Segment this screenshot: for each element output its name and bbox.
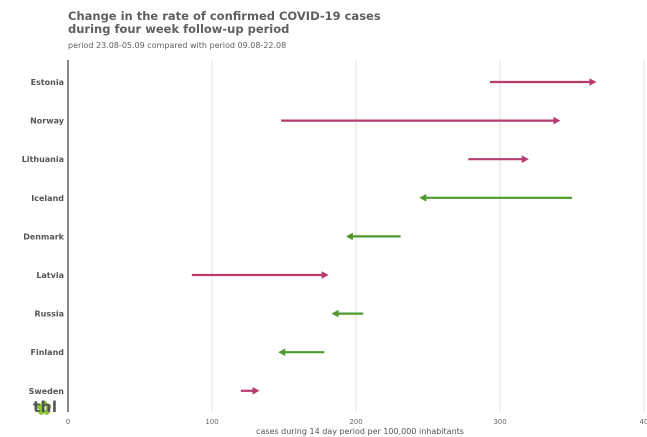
chart-title: Change in the rate of confirmed COVID-19… bbox=[68, 10, 488, 36]
arrow-head-denmark bbox=[345, 232, 353, 241]
country-label-sweden: Sweden bbox=[29, 387, 65, 396]
arrow-head-finland bbox=[278, 348, 286, 356]
arrow-head-russia bbox=[331, 309, 339, 318]
country-label-finland: Finland bbox=[31, 348, 65, 357]
country-label-latvia: Latvia bbox=[36, 271, 64, 280]
x-tick-label: 40 bbox=[640, 418, 647, 426]
chart-title-line-2: during four week follow-up period bbox=[68, 22, 290, 36]
arrow-head-latvia bbox=[321, 271, 329, 279]
chart-subtitle: period 23.08-05.09 compared with period … bbox=[68, 41, 287, 50]
x-tick-label: 0 bbox=[66, 418, 70, 426]
x-tick-label: 100 bbox=[205, 418, 218, 426]
arrow-head-iceland bbox=[419, 194, 427, 202]
flower-icon bbox=[36, 400, 52, 415]
country-label-denmark: Denmark bbox=[23, 232, 64, 241]
x-tick-label: 300 bbox=[493, 418, 506, 426]
arrow-head-lithuania bbox=[521, 155, 529, 163]
country-label-estonia: Estonia bbox=[31, 78, 64, 87]
chart-title-line-1: Change in the rate of confirmed COVID-19… bbox=[68, 9, 381, 23]
country-label-lithuania: Lithuania bbox=[22, 155, 64, 164]
arrow-head-norway bbox=[553, 116, 561, 125]
thl-logo bbox=[36, 400, 52, 415]
logo-text: thl bbox=[33, 398, 58, 416]
country-label-iceland: Iceland bbox=[31, 194, 64, 203]
country-label-russia: Russia bbox=[34, 310, 64, 319]
x-axis-label: cases during 14 day period per 100,000 i… bbox=[256, 427, 464, 436]
country-label-norway: Norway bbox=[30, 117, 65, 126]
arrow-head-sweden bbox=[252, 387, 260, 395]
arrow-head-estonia bbox=[589, 78, 597, 86]
x-tick-label: 200 bbox=[349, 418, 362, 426]
